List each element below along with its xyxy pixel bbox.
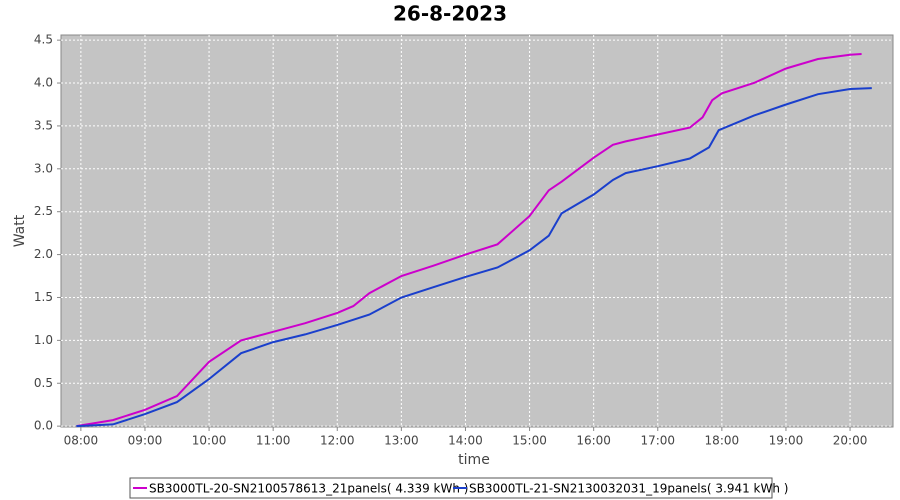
plot-area	[60, 34, 894, 428]
series-line	[76, 53, 862, 428]
y-tick-label: 3.0	[34, 161, 53, 175]
x-tick-label: 14:00	[448, 434, 483, 448]
x-tick-label: 20:00	[833, 434, 868, 448]
series-line	[76, 87, 872, 428]
x-tick-label: 09:00	[128, 434, 163, 448]
y-tick-label: 0.0	[34, 419, 53, 433]
y-tick-label: 4.5	[34, 33, 53, 47]
x-tick-label: 11:00	[256, 434, 291, 448]
x-tick-label: 19:00	[769, 434, 804, 448]
legend-label: SB3000TL-21-SN2130032031_19panels( 3.941…	[469, 482, 788, 496]
legend	[129, 477, 773, 499]
y-tick-label: 3.5	[34, 118, 53, 132]
chart-title: 26-8-2023	[393, 2, 507, 26]
x-tick-label: 16:00	[576, 434, 611, 448]
y-tick-label: 1.0	[34, 333, 53, 347]
x-tick-label: 15:00	[512, 434, 547, 448]
y-tick-label: 1.5	[34, 290, 53, 304]
y-tick-label: 2.0	[34, 247, 53, 261]
x-tick-label: 18:00	[705, 434, 740, 448]
y-tick-label: 2.5	[34, 204, 53, 218]
y-tick-label: 4.0	[34, 76, 53, 90]
legend-label: SB3000TL-20-SN2100578613_21panels( 4.339…	[149, 482, 468, 496]
y-axis-label: Watt	[12, 214, 28, 247]
x-tick-label: 08:00	[64, 434, 99, 448]
x-axis-label: time	[458, 452, 490, 468]
x-tick-label: 10:00	[192, 434, 227, 448]
x-tick-label: 13:00	[384, 434, 419, 448]
y-tick-label: 0.5	[34, 376, 53, 390]
x-tick-label: 12:00	[320, 434, 355, 448]
x-tick-label: 17:00	[640, 434, 675, 448]
